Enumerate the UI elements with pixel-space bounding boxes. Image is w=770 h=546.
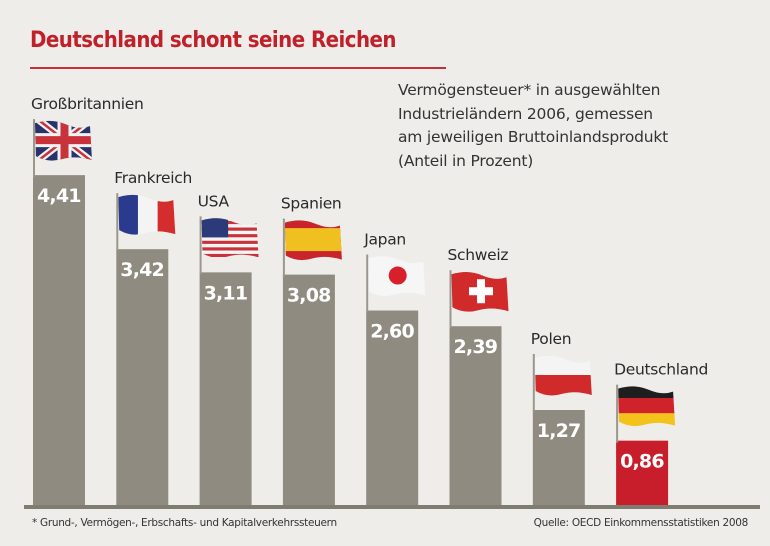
subtitle-line: am jeweiligen Bruttoinlandsprodukt	[398, 128, 669, 146]
poland-flag-icon	[532, 354, 592, 413]
value-label: 3,42	[120, 259, 164, 281]
subtitle-line: Industrieländern 2006, gemessen	[398, 104, 653, 123]
bar-frankreich	[116, 249, 169, 505]
category-label: Spanien	[281, 195, 342, 213]
uk-flag-icon	[33, 119, 92, 178]
france-flag-icon	[116, 193, 176, 252]
category-label: Großbritannien	[31, 95, 144, 113]
bar-spanien	[282, 274, 335, 505]
switzerland-flag-icon	[449, 270, 509, 329]
spain-flag-icon	[282, 218, 342, 277]
category-label: Frankreich	[114, 169, 192, 187]
chart-subtitle: Vermögensteuer* in ausgewählten Industri…	[398, 79, 768, 173]
value-label: 0,86	[620, 451, 664, 473]
title-underline	[30, 67, 446, 69]
value-label: 1,27	[537, 420, 581, 442]
value-label: 3,08	[287, 285, 331, 307]
bar-großbritannien	[33, 175, 85, 505]
baseline	[24, 505, 760, 509]
value-label: 4,41	[37, 185, 81, 207]
bar-usa	[199, 272, 252, 505]
value-label: 2,39	[454, 336, 498, 358]
subtitle-line: (Anteil in Prozent)	[398, 151, 534, 170]
germany-flag-icon	[616, 384, 676, 443]
category-label: USA	[198, 192, 230, 210]
category-label: Deutschland	[614, 361, 708, 379]
value-label: 3,11	[204, 282, 248, 304]
bar-deutschland	[616, 440, 669, 505]
bar-japan	[366, 310, 419, 505]
footnote: * Grund-, Vermögen-, Erbschafts- und Kap…	[32, 517, 337, 529]
category-label: Polen	[531, 330, 571, 348]
usa-flag-icon	[199, 216, 259, 275]
chart-title: Deutschland schont seine Reichen	[30, 28, 397, 53]
category-label: Japan	[363, 231, 406, 249]
value-label: 2,60	[370, 321, 414, 343]
subtitle-line: Vermögensteuer* in ausgewählten	[398, 81, 661, 99]
category-label: Schweiz	[448, 246, 509, 264]
source-note: Quelle: OECD Einkommensstatistiken 2008	[533, 517, 749, 529]
bar-polen	[532, 410, 585, 505]
bar-schweiz	[449, 326, 502, 505]
japan-flag-icon	[366, 254, 426, 313]
